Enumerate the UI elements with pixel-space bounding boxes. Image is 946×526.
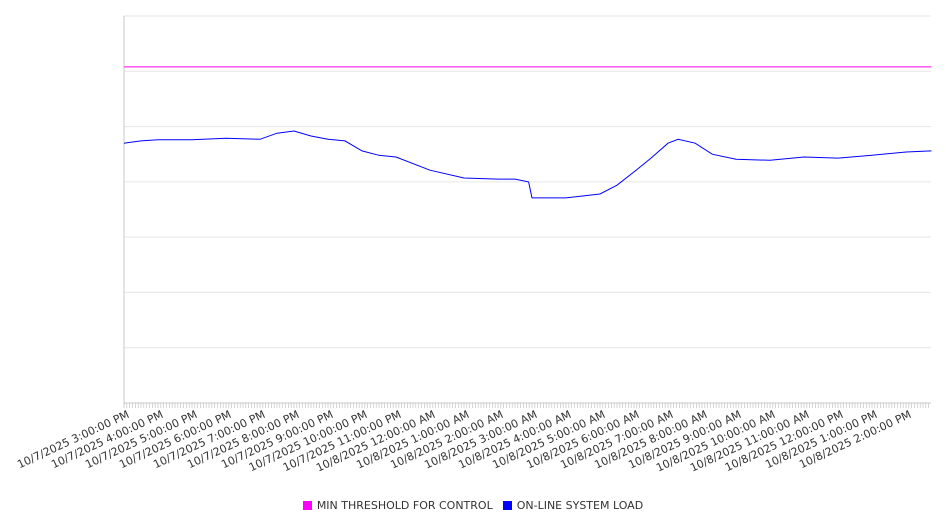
series-line-system-load <box>123 130 932 199</box>
legend-label: MIN THRESHOLD FOR CONTROL <box>316 499 493 512</box>
legend-swatch-load <box>502 501 512 510</box>
legend-swatch-threshold <box>302 501 312 510</box>
legend-item-load[interactable]: ON-LINE SYSTEM LOAD <box>502 499 644 512</box>
legend-item-threshold[interactable]: MIN THRESHOLD FOR CONTROL <box>302 499 493 512</box>
legend: MIN THRESHOLD FOR CONTROL ON-LINE SYSTEM… <box>0 499 946 512</box>
legend-label: ON-LINE SYSTEM LOAD <box>516 499 644 512</box>
